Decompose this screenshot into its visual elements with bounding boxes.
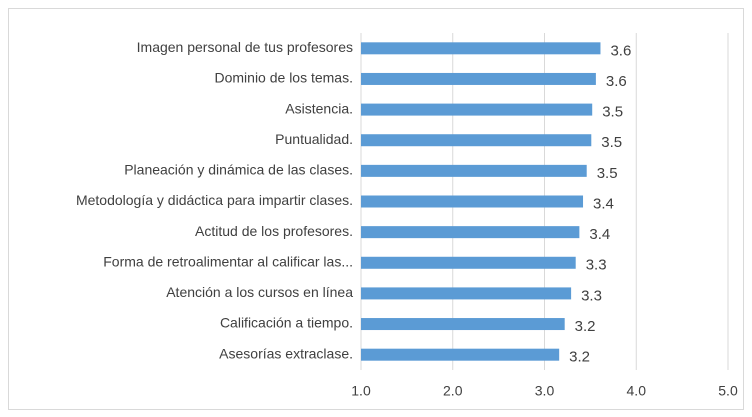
data-label: 3.5 bbox=[601, 134, 622, 151]
bar bbox=[361, 226, 580, 239]
y-tick-label: Atención a los cursos en línea bbox=[166, 284, 353, 300]
bar bbox=[361, 103, 593, 116]
data-label: 3.5 bbox=[602, 104, 623, 121]
data-label: 3.3 bbox=[581, 287, 602, 304]
x-tick-label: 5.0 bbox=[718, 383, 738, 399]
y-tick-label: Planeación y dinámica de las clases. bbox=[124, 162, 353, 178]
data-label: 3.6 bbox=[610, 42, 631, 59]
bar bbox=[361, 287, 572, 300]
data-label: 3.5 bbox=[597, 165, 618, 182]
bar bbox=[361, 134, 592, 147]
data-label: 3.3 bbox=[586, 257, 607, 274]
y-tick-label: Puntualidad. bbox=[275, 131, 353, 147]
data-label: 3.2 bbox=[569, 349, 590, 366]
bar bbox=[361, 72, 596, 85]
y-tick-label: Calificación a tiempo. bbox=[220, 315, 353, 331]
bar bbox=[361, 348, 560, 361]
y-tick-label: Forma de retroalimentar al calificar las… bbox=[103, 253, 353, 269]
data-label: 3.6 bbox=[606, 73, 627, 90]
y-tick-label: Asesorías extraclase. bbox=[219, 345, 353, 361]
x-tick-label: 3.0 bbox=[535, 383, 555, 399]
data-label: 3.4 bbox=[589, 226, 610, 243]
bar bbox=[361, 256, 576, 269]
y-tick-label: Asistencia. bbox=[285, 100, 353, 116]
y-tick-label: Metodología y didáctica para impartir cl… bbox=[76, 192, 353, 208]
y-tick-label: Imagen personal de tus profesores bbox=[137, 39, 353, 55]
y-tick-label: Actitud de los profesores. bbox=[195, 223, 353, 239]
data-label: 3.2 bbox=[575, 318, 596, 335]
bar bbox=[361, 195, 584, 208]
bar bbox=[361, 42, 601, 55]
data-label: 3.4 bbox=[593, 195, 614, 212]
bar bbox=[361, 318, 565, 331]
bar bbox=[361, 164, 587, 177]
x-tick-label: 2.0 bbox=[443, 383, 463, 399]
x-tick-label: 4.0 bbox=[627, 383, 647, 399]
x-tick-label: 1.0 bbox=[351, 383, 371, 399]
y-tick-label: Dominio de los temas. bbox=[214, 70, 353, 86]
